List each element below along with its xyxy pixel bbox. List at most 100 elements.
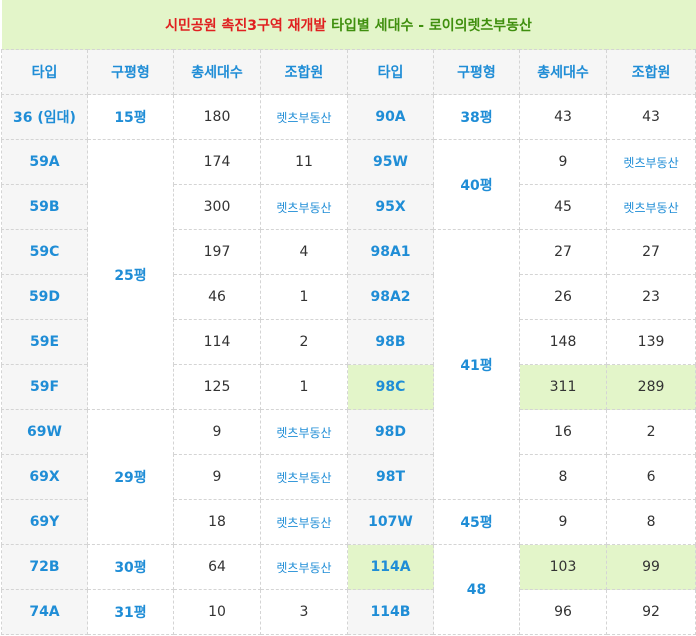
pyeong-cell: 25평 [87,139,174,410]
pyeong-cell: 45평 [433,499,520,545]
members-link[interactable]: 렛츠부동산 [605,139,696,185]
type-cell: 69Y [1,499,88,545]
header-members: 조합원 [260,49,348,95]
pyeong-cell: 31평 [87,589,174,635]
type-cell: 72B [1,544,88,590]
total-cell: 26 [519,274,607,320]
table-row: 72B 30평 64 렛츠부동산 114A 48 103 99 [1,544,696,635]
header-type: 타입 [1,49,88,95]
total-cell: 64 [173,544,261,590]
total-cell: 114 [173,319,261,365]
total-cell: 46 [173,274,261,320]
table-row: 59F 125 1 98C 311 289 [1,364,696,410]
members-link[interactable]: 렛츠부동산 [605,184,696,230]
header-pyeong: 구평형 [433,49,520,95]
members-cell: 139 [605,319,696,365]
members-link[interactable]: 렛츠부동산 [260,499,348,545]
type-cell-highlighted: 98C [347,364,434,410]
table-row: 69W 29평 9 렛츠부동산 98D 16 2 [1,409,696,545]
members-cell: 2 [260,319,348,365]
total-cell: 96 [519,589,607,635]
members-link[interactable]: 렛츠부동산 [260,454,348,500]
members-cell: 1 [260,274,348,320]
title-row: 시민공원 촉진3구역 재개발 타입별 세대수 - 로이의렛츠부동산 [1,0,696,50]
total-cell-highlighted: 311 [519,364,607,410]
table-title: 시민공원 촉진3구역 재개발 타입별 세대수 - 로이의렛츠부동산 [1,0,696,50]
pyeong-cell: 41평 [433,229,520,500]
pyeong-cell: 40평 [433,139,520,230]
table-row: 69Y 18 렛츠부동산 107W 45평 9 8 [1,499,696,545]
total-cell: 9 [519,139,607,185]
total-cell: 148 [519,319,607,365]
members-link[interactable]: 렛츠부동산 [260,409,348,455]
pyeong-cell: 48 [433,544,520,635]
table-row: 59D 46 1 98A2 26 23 [1,274,696,320]
total-cell: 180 [173,94,261,140]
table-row: 59B 300 렛츠부동산 95X 45 렛츠부동산 [1,184,696,230]
table-row: 59E 114 2 98B 148 139 [1,319,696,365]
type-cell: 59C [1,229,88,275]
table-row: 36 (임대) 15평 180 렛츠부동산 90A 38평 43 43 [1,94,696,140]
members-link[interactable]: 렛츠부동산 [260,184,348,230]
members-cell-highlighted: 99 [605,544,696,590]
title-part1: 시민공원 촉진3구역 재개발 [165,17,327,34]
pyeong-cell: 15평 [87,94,174,140]
type-cell: 98T [347,454,434,500]
total-cell: 10 [173,589,261,635]
total-cell: 18 [173,499,261,545]
type-cell: 69X [1,454,88,500]
members-cell: 27 [605,229,696,275]
members-cell: 8 [605,499,696,545]
header-total: 총세대수 [173,49,261,95]
total-cell: 9 [173,409,261,455]
type-cell: 98D [347,409,434,455]
type-cell: 36 (임대) [1,94,88,140]
title-part2: 타입별 세대수 - 로이의렛츠부동산 [331,17,532,34]
type-cell: 74A [1,589,88,635]
members-link[interactable]: 렛츠부동산 [260,94,348,140]
total-cell: 9 [173,454,261,500]
members-cell: 2 [605,409,696,455]
table-row: 59A 25평 174 11 95W 40평 9 렛츠부동산 [1,139,696,410]
members-cell: 11 [260,139,348,185]
members-cell: 4 [260,229,348,275]
members-cell: 1 [260,364,348,410]
pyeong-cell: 30평 [87,544,174,590]
members-cell: 3 [260,589,348,635]
total-cell: 9 [519,499,607,545]
pyeong-cell: 29평 [87,409,174,545]
type-cell: 95X [347,184,434,230]
total-cell: 300 [173,184,261,230]
type-cell-highlighted: 114A [347,544,434,590]
type-cell: 98A1 [347,229,434,275]
table-row: 74A 31평 10 3 114B 96 92 [1,589,696,635]
header-members: 조합원 [605,49,696,95]
total-cell: 16 [519,409,607,455]
header-row: 타입 구평형 총세대수 조합원 타입 구평형 총세대수 조합원 [1,49,696,95]
members-cell-highlighted: 289 [605,364,696,410]
total-cell: 174 [173,139,261,185]
type-cell: 69W [1,409,88,455]
members-cell: 92 [605,589,696,635]
pyeong-cell: 38평 [433,94,520,140]
header-pyeong: 구평형 [87,49,174,95]
type-cell: 59E [1,319,88,365]
header-total: 총세대수 [519,49,607,95]
total-cell: 45 [519,184,607,230]
type-cell: 59D [1,274,88,320]
type-cell: 59B [1,184,88,230]
members-cell: 6 [605,454,696,500]
total-cell: 43 [519,94,607,140]
total-cell: 27 [519,229,607,275]
total-cell: 8 [519,454,607,500]
members-link[interactable]: 렛츠부동산 [260,544,348,590]
type-cell: 107W [347,499,434,545]
type-cell: 98B [347,319,434,365]
members-cell: 43 [605,94,696,140]
type-cell: 59F [1,364,88,410]
type-cell: 95W [347,139,434,185]
type-cell: 98A2 [347,274,434,320]
total-cell: 197 [173,229,261,275]
type-cell: 90A [347,94,434,140]
